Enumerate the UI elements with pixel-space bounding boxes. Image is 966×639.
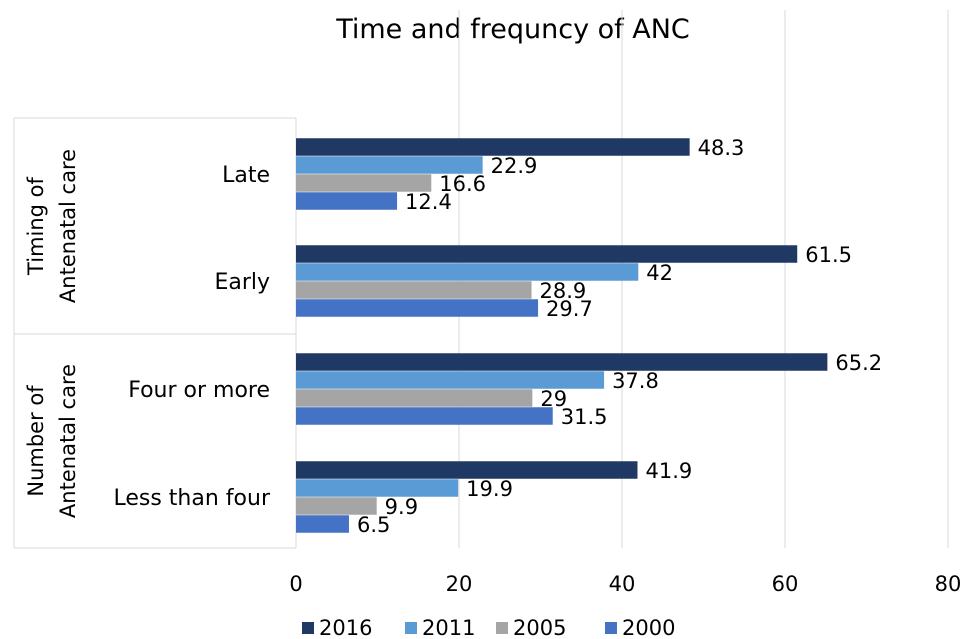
legend-swatch-2000 (605, 622, 617, 634)
bar-four-or-more-2016 (296, 353, 828, 371)
group-labels: Timing of Antenatal care Number of Antenata… (24, 149, 80, 518)
bar-less-than-four-2011 (296, 479, 459, 497)
data-labels: 48.3 22.916.612.4 61.5 42 28.929.7 65.2 37.8 29… (357, 136, 882, 537)
category-label-less-than-four: Less than four (113, 486, 270, 511)
x-tick-label: 60 (772, 572, 799, 596)
legend-label-2011: 2011 (422, 616, 475, 639)
category-label-late: Late (222, 163, 270, 188)
legend-swatch-2005 (496, 622, 508, 634)
data-label-four-or-more-2005: 29 (540, 387, 567, 411)
bar-early-2005 (296, 281, 532, 299)
data-label-four-or-more-2011: 37.8 (612, 369, 659, 393)
category-label-four-or-more: Four or more (128, 378, 270, 403)
bar-early-2000 (296, 299, 539, 317)
data-label-less-than-four-2005: 9.9 (385, 495, 418, 519)
bar-late-2016 (296, 138, 690, 156)
group-label-number-of-antenatal-care: Number of Antenatal care (24, 364, 80, 518)
legend-swatch-2011 (405, 622, 417, 634)
data-label-less-than-four-2000: 6.5 (357, 513, 390, 537)
chart-title: Time and frequncy of ANC (335, 14, 690, 45)
bar-less-than-four-2016 (296, 461, 638, 479)
bar-four-or-more-2005 (296, 389, 533, 407)
bar-late-2000 (296, 192, 398, 210)
category-dividers (13, 117, 296, 549)
legend: 2016 2011 2005 2000 (302, 616, 675, 639)
legend-label-2000: 2000 (622, 616, 675, 639)
bar-early-2011 (296, 263, 639, 281)
bar-late-2005 (296, 174, 432, 192)
category-label-early: Early (214, 270, 270, 295)
legend-swatch-2016 (302, 622, 314, 634)
bar-early-2016 (296, 245, 798, 263)
x-tick-label: 20 (446, 572, 473, 596)
x-tick-label: 80 (935, 572, 962, 596)
bar-less-than-four-2000 (296, 515, 349, 533)
bar-less-than-four-2005 (296, 497, 377, 515)
bar-four-or-more-2011 (296, 371, 605, 389)
x-tick-label: 40 (609, 572, 636, 596)
bar-four-or-more-2000 (296, 407, 553, 425)
category-labels: Late Early Four or more Less than four (113, 163, 270, 511)
data-label-late-2005: 16.6 (439, 172, 486, 196)
data-label-late-2000: 12.4 (405, 190, 452, 214)
data-label-late-2016: 48.3 (698, 136, 745, 160)
data-label-four-or-more-2016: 65.2 (835, 351, 882, 375)
data-label-four-or-more-2000: 31.5 (561, 405, 608, 429)
data-label-early-2016: 61.5 (805, 243, 852, 267)
data-label-late-2011: 22.9 (491, 154, 538, 178)
x-tick-label: 0 (289, 572, 302, 596)
data-label-less-than-four-2016: 41.9 (645, 459, 692, 483)
group-label-timing-of-antenatal-care: Timing of Antenatal care (24, 149, 80, 303)
legend-label-2005: 2005 (513, 616, 566, 639)
data-label-early-2011: 42 (646, 261, 673, 285)
legend-label-2016: 2016 (319, 616, 372, 639)
data-label-early-2005: 28.9 (540, 279, 587, 303)
x-axis-ticks: 0 20 40 60 80 (289, 572, 961, 596)
data-label-less-than-four-2011: 19.9 (466, 477, 513, 501)
data-label-early-2000: 29.7 (546, 297, 593, 321)
bars (296, 138, 828, 533)
bar-late-2011 (296, 156, 483, 174)
